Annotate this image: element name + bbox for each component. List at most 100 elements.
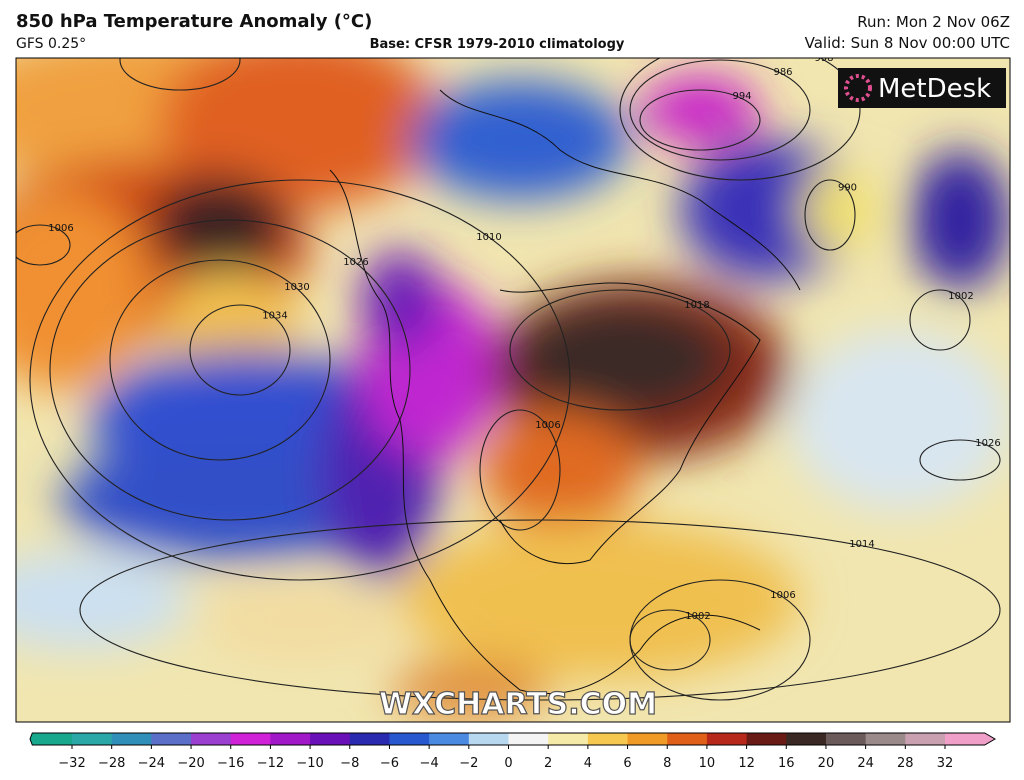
isobar-label: 1006	[770, 590, 795, 601]
colorbar-segment	[270, 733, 311, 745]
anomaly-patch	[160, 58, 440, 210]
isobar-label: 1026	[975, 438, 1000, 449]
isobar	[29, 179, 571, 581]
colorbar-segment	[548, 733, 589, 745]
anomaly-patch	[400, 520, 800, 680]
run: Run: Mon 2 Nov 06Z	[857, 13, 1010, 31]
isobar-label: 1010	[476, 232, 501, 243]
colorbar-label: 32	[937, 756, 954, 771]
isobar	[16, 224, 71, 266]
isobar	[109, 259, 331, 461]
logo-icon	[844, 74, 872, 102]
isobar	[479, 409, 561, 531]
colorbar-segment	[310, 733, 351, 745]
colorbar-segment	[825, 733, 867, 745]
map-frame	[15, 57, 1011, 723]
isobar	[189, 304, 291, 396]
colorbar-label: 12	[738, 756, 755, 771]
colorbar-segment	[865, 733, 906, 745]
colorbar-label: −12	[257, 756, 284, 771]
colorbar-label: 16	[778, 756, 795, 771]
coastlines	[329, 89, 801, 695]
colorbar-label: 6	[623, 756, 631, 771]
colorbar-segment	[667, 733, 708, 745]
anomaly-field	[16, 58, 1010, 720]
anomaly-patch	[410, 80, 630, 200]
colorbar-label: −4	[420, 756, 439, 771]
colorbar-label: 0	[504, 756, 512, 771]
colorbar-label: 2	[544, 756, 552, 771]
colorbar-segment	[706, 733, 748, 745]
colorbar-outline	[29, 732, 996, 746]
isobar-label: 1006	[48, 223, 73, 234]
colorbar-segment	[587, 733, 629, 745]
colorbar-segment	[627, 733, 668, 745]
isobar	[919, 439, 1001, 481]
logo-box	[838, 68, 1006, 108]
model: GFS 0.25°	[16, 36, 86, 52]
colorbar-label: −16	[217, 756, 244, 771]
isobar-label: 1030	[284, 282, 309, 293]
colorbar-end	[30, 733, 72, 745]
anomaly-patch	[360, 250, 440, 350]
isobar-label: 1006	[209, 31, 234, 42]
isobar	[79, 519, 1001, 701]
colorbar: −32 −28 −24 −20 −16 −12 −10 −8 −6 −4 −2 0 2 4 6 8 10 12 16…	[29, 732, 996, 771]
anomaly-patch	[150, 175, 290, 275]
colorbar-segment	[905, 733, 946, 745]
isobar	[804, 179, 856, 251]
colorbar-segment	[429, 733, 470, 745]
colorbar-label: 8	[663, 756, 671, 771]
colorbar-label: −10	[296, 756, 323, 771]
isobar	[639, 89, 761, 151]
isobar-label: 994	[732, 91, 751, 102]
anomaly-patch	[16, 550, 190, 650]
colorbar-label: −24	[138, 756, 165, 771]
anomaly-patch	[640, 75, 760, 145]
colorbar-label: 10	[699, 756, 716, 771]
isobar-label: 998	[814, 53, 833, 64]
colorbar-segment	[389, 733, 430, 745]
colorbar-label: −6	[380, 756, 399, 771]
colorbar-label: −8	[340, 756, 359, 771]
isobar-label: 1026	[343, 257, 368, 268]
valid: Valid: Sun 8 Nov 00:00 UTC	[805, 34, 1010, 52]
colorbar-label: −2	[459, 756, 478, 771]
anomaly-patch	[16, 190, 150, 390]
colorbar-segment	[746, 733, 787, 745]
base: Base: CFSR 1979-2010 climatology	[370, 37, 625, 52]
anomaly-patch	[390, 660, 550, 720]
isobar-label: 1006	[535, 420, 560, 431]
isobar	[909, 289, 971, 351]
logo: MetDesk	[838, 68, 1006, 108]
colorbar-label: 20	[818, 756, 835, 771]
colorbar-label: −32	[58, 756, 85, 771]
colorbar-label: 28	[897, 756, 914, 771]
isobar-label: 1034	[262, 311, 287, 322]
colorbar-segment	[349, 733, 390, 745]
isobar-label: 1002	[685, 611, 710, 622]
isobar	[619, 58, 861, 181]
colorbar-label: 24	[857, 756, 874, 771]
colorbar-label: −28	[98, 756, 125, 771]
isobar-label: 1014	[849, 539, 874, 550]
isobar	[509, 289, 731, 411]
colorbar-end	[945, 733, 995, 745]
colorbar-segment	[111, 733, 152, 745]
title: 850 hPa Temperature Anomaly (°C)	[16, 11, 372, 32]
anomaly-patch	[800, 170, 880, 250]
colorbar-segment	[786, 733, 827, 745]
anomaly-patch	[680, 140, 860, 280]
isobar	[49, 219, 411, 521]
isobar-label: 986	[773, 67, 792, 78]
isobar	[629, 579, 811, 701]
colorbar-segment	[151, 733, 192, 745]
colorbar-segment	[230, 733, 271, 745]
watermark: WXCHARTS.COM	[379, 687, 657, 722]
isobar-label: 1018	[684, 300, 709, 311]
anomaly-patch	[910, 150, 1010, 290]
anomaly-patch	[790, 330, 1010, 510]
anomaly-patch	[510, 300, 730, 420]
colorbar-segment	[191, 733, 232, 745]
